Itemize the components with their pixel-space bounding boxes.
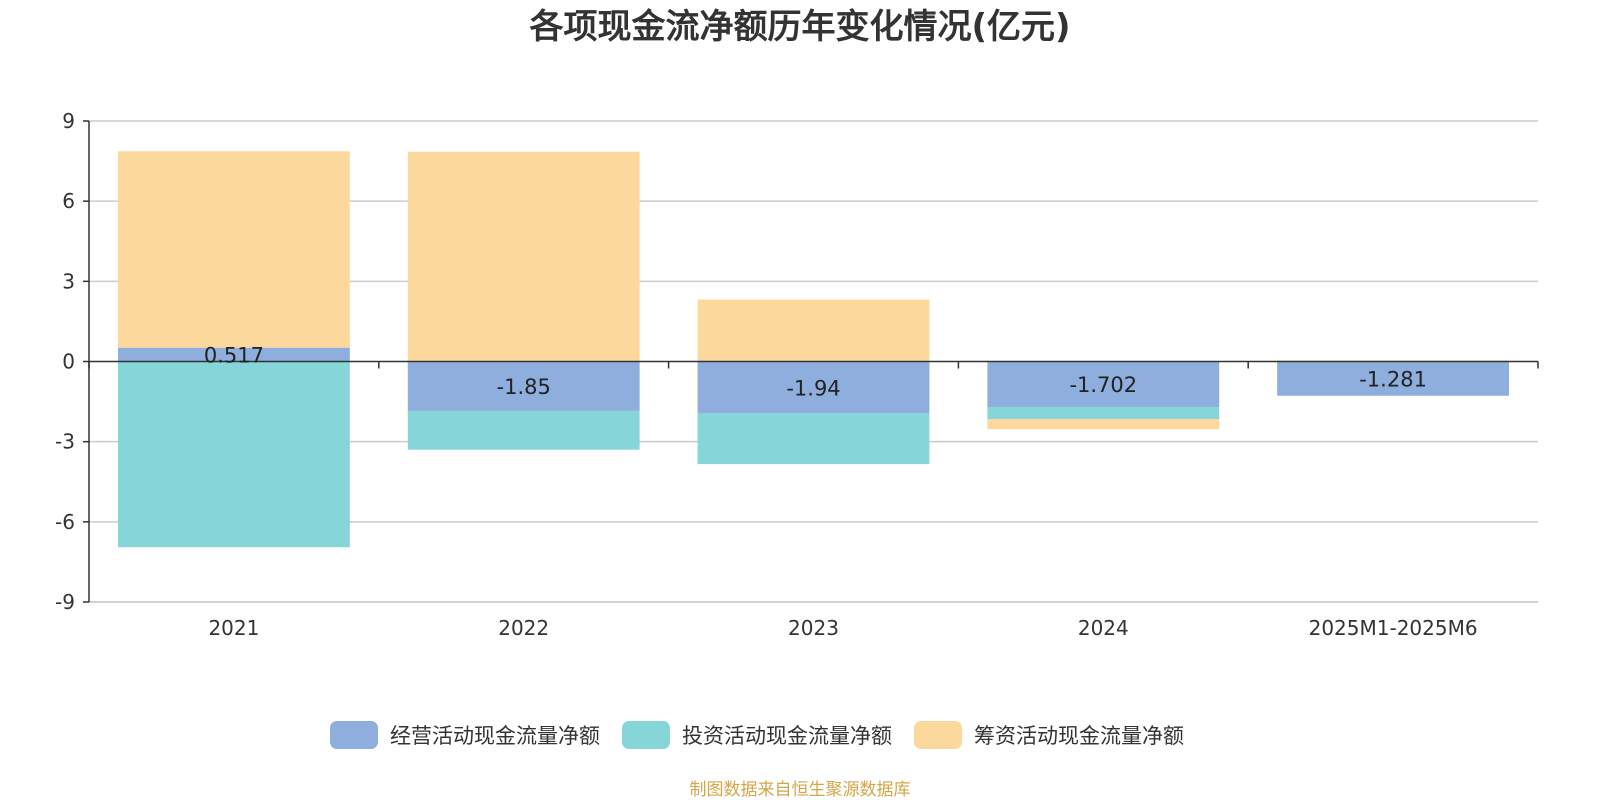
data-label: -1.702 — [1069, 373, 1137, 397]
bar-segment — [117, 347, 350, 362]
bar-segment — [697, 361, 930, 414]
bar-segment — [407, 361, 640, 411]
source-note: 制图数据来自恒生聚源数据库 — [690, 780, 911, 800]
bar-segment — [987, 361, 1220, 407]
x-tick-label: 2024 — [1078, 616, 1129, 640]
bar-segment — [117, 361, 350, 548]
bar-segment — [117, 151, 350, 348]
data-label: -1.85 — [497, 375, 551, 399]
axes: 9 6 3 0 -3 -6 -9 2021 2022 2023 2024 2025M1-2025M6 — [55, 109, 1539, 640]
bar-segment — [987, 406, 1220, 420]
legend-label: 筹资活动现金流量净额 — [974, 724, 1184, 748]
x-tick-label: 2023 — [788, 616, 839, 640]
legend-label: 投资活动现金流量净额 — [682, 724, 892, 748]
chart-title: 各项现金流净额历年变化情况(亿元) — [529, 7, 1070, 47]
data-label: -1.94 — [786, 376, 840, 400]
bar-segment — [697, 299, 930, 362]
bars — [117, 151, 1510, 548]
y-tick-label: 0 — [62, 350, 75, 374]
x-tick-label: 2021 — [208, 616, 259, 640]
bar-segment — [407, 151, 640, 362]
y-tick-label: 3 — [62, 269, 75, 293]
bar-segment — [987, 419, 1220, 430]
y-tick-label: -6 — [55, 510, 75, 534]
legend-swatch — [622, 721, 670, 749]
legend-label: 经营活动现金流量净额 — [390, 724, 600, 748]
y-tick-label: -9 — [55, 590, 75, 614]
bar-segment — [1277, 361, 1510, 396]
legend-swatch — [330, 721, 378, 749]
x-tick-label: 2022 — [498, 616, 549, 640]
legend-swatch — [914, 721, 962, 749]
data-labels: 0.517 -1.85 -1.94 -1.702 -1.281 — [204, 344, 1427, 401]
data-label: 0.517 — [204, 344, 264, 368]
y-tick-label: 9 — [62, 109, 75, 133]
data-label: -1.281 — [1359, 368, 1427, 392]
y-tick-label: -3 — [55, 430, 75, 454]
y-tick-label: 6 — [62, 189, 75, 213]
legend: 经营活动现金流量净额 投资活动现金流量净额 筹资活动现金流量净额 — [330, 721, 1184, 749]
bar-segment — [697, 413, 930, 465]
bar-segment — [407, 410, 640, 450]
x-tick-label: 2025M1-2025M6 — [1309, 616, 1478, 640]
